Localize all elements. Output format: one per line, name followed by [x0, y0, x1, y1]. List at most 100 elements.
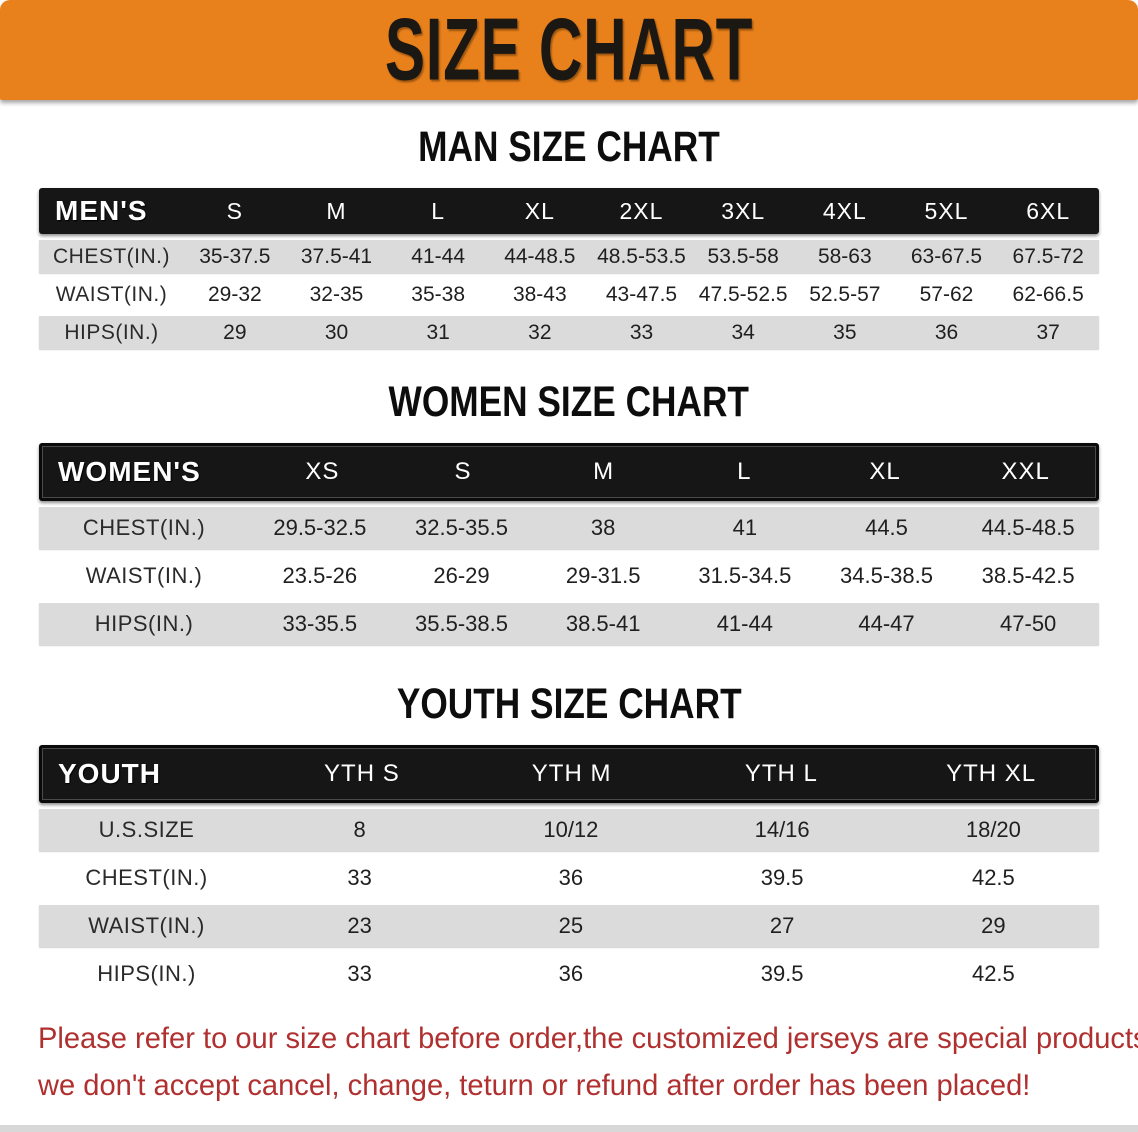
size-chart-section: YOUTH SIZE CHART YOUTH YTH S YTH M YTH L YTH … — [0, 681, 1138, 995]
size-chart-banner: SIZE CHART — [0, 0, 1138, 100]
table-cell: 35-37.5 — [199, 244, 271, 268]
column-header: XL — [869, 458, 901, 485]
table-cell: 44-47 — [858, 611, 915, 636]
column-header: L — [737, 458, 752, 485]
table-cell: 41 — [732, 515, 758, 540]
table-header-label: MEN'S — [55, 195, 148, 226]
table-cell: 52.5-57 — [809, 282, 881, 306]
section-title: YOUTH SIZE CHART — [0, 681, 1138, 727]
table-row: WAIST(IN.) 23.5-26 26-29 29-31.5 31.5-34.5 34… — [39, 555, 1099, 597]
table-cell: 29 — [981, 913, 1006, 938]
section-title-text: MAN SIZE CHART — [418, 123, 720, 171]
table-cell: 29 — [223, 320, 247, 344]
section-title: MAN SIZE CHART — [0, 124, 1138, 170]
table-cell: 63-67.5 — [910, 244, 983, 268]
table-cell: 37 — [1036, 320, 1060, 344]
column-header: YTH M — [531, 760, 612, 787]
column-header: M — [326, 197, 347, 224]
table-header-row: YOUTH YTH S YTH M YTH L YTH XL — [39, 745, 1099, 803]
image-bottom-edge — [0, 1125, 1138, 1132]
table-cell: 30 — [324, 320, 349, 344]
table-cell: 8 — [353, 817, 366, 842]
table-header-row: MEN'S S M L XL 2XL 3XL 4XL 5XL 6XL — [39, 188, 1099, 234]
table-header-label: WOMEN'S — [58, 456, 201, 487]
table-cell: 42.5 — [971, 865, 1015, 890]
disclaimer-line-1: Please refer to our size chart before or… — [38, 1022, 1138, 1055]
table-row: U.S.SIZE 8 10/12 14/16 18/20 — [39, 809, 1099, 851]
table-row: CHEST(IN.) 33 36 39.5 42.5 — [39, 857, 1099, 899]
size-table: WOMEN'S XS S M L XL XXL CHEST(IN.) 29.5-32.5 32.5… — [39, 443, 1099, 645]
table-cell: 32-35 — [309, 282, 364, 306]
table-cell: 67.5-72 — [1012, 244, 1084, 268]
table-row: WAIST(IN.) 29-32 32-35 35-38 38-43 43-47.5 47.… — [39, 278, 1099, 311]
column-header: S — [454, 458, 472, 485]
table-cell: 41-44 — [411, 244, 466, 268]
table-cell: 39.5 — [760, 865, 804, 890]
table-cell: 33 — [347, 961, 372, 986]
table-cell: 38-43 — [512, 282, 567, 306]
table-cell: 47-50 — [1000, 611, 1057, 636]
table-row: HIPS(IN.) 29 30 31 32 33 34 35 36 37 — [39, 316, 1099, 349]
table-cell: 26-29 — [433, 563, 490, 588]
row-label: WAIST(IN.) — [88, 913, 205, 938]
table-cell: 44.5-48.5 — [981, 515, 1075, 540]
row-label: CHEST(IN.) — [85, 865, 208, 890]
row-label: U.S.SIZE — [98, 817, 195, 842]
row-label: CHEST(IN.) — [53, 244, 170, 268]
section-title: WOMEN SIZE CHART — [0, 379, 1138, 425]
table-row: WAIST(IN.) 23 25 27 29 — [39, 905, 1099, 947]
table-cell: 37.5-41 — [300, 244, 373, 268]
size-table: MEN'S S M L XL 2XL 3XL 4XL 5XL 6XL CHEST(IN.) 35-37… — [39, 188, 1099, 349]
column-header: L — [431, 197, 446, 224]
table-row: CHEST(IN.) 29.5-32.5 32.5-35.5 38 41 44.5 44.5… — [39, 507, 1099, 549]
table-cell: 18/20 — [965, 817, 1021, 842]
table-row: HIPS(IN.) 33 36 39.5 42.5 — [39, 953, 1099, 995]
table-cell: 32 — [528, 320, 552, 344]
column-header: YTH L — [744, 760, 818, 787]
table-header-row: WOMEN'S XS S M L XL XXL — [39, 443, 1099, 501]
tables-container: MAN SIZE CHART MEN'S S M L XL 2XL 3XL 4XL 5XL 6XL C… — [0, 124, 1138, 995]
table-cell: 31.5-34.5 — [698, 563, 792, 588]
table-cell: 23 — [347, 913, 372, 938]
table-cell: 27 — [769, 913, 795, 938]
table-cell: 29.5-32.5 — [273, 515, 367, 540]
table-cell: 38.5-42.5 — [981, 563, 1075, 588]
column-header: XS — [305, 458, 340, 485]
table-cell: 39.5 — [760, 961, 804, 986]
table-row: CHEST(IN.) 35-37.5 37.5-41 41-44 44-48.5 48.5… — [39, 240, 1099, 273]
table-cell: 35 — [833, 320, 857, 344]
disclaimer: Please refer to our size chart before or… — [38, 1015, 1138, 1109]
section-title-text: WOMEN SIZE CHART — [388, 378, 750, 426]
table-cell: 25 — [558, 913, 584, 938]
column-header: S — [226, 197, 243, 224]
table-cell: 41-44 — [716, 611, 773, 636]
table-cell: 36 — [558, 865, 584, 890]
table-cell: 47.5-52.5 — [698, 282, 788, 306]
column-header: 4XL — [822, 197, 867, 224]
size-chart-section: MAN SIZE CHART MEN'S S M L XL 2XL 3XL 4XL 5XL 6XL C… — [0, 124, 1138, 349]
table-cell: 32.5-35.5 — [415, 515, 508, 540]
row-label: HIPS(IN.) — [94, 611, 194, 636]
table-cell: 33 — [347, 865, 372, 890]
table-cell: 34 — [731, 320, 755, 344]
column-header: YTH S — [324, 760, 400, 787]
column-header: 3XL — [721, 197, 766, 224]
table-cell: 35-38 — [411, 282, 466, 306]
table-cell: 36 — [558, 961, 584, 986]
size-table: YOUTH YTH S YTH M YTH L YTH XL U.S.SIZE 8 10/12… — [39, 745, 1099, 995]
disclaimer-line-2: we don't accept cancel, change, teturn o… — [38, 1069, 1031, 1102]
table-cell: 10/12 — [543, 817, 599, 842]
table-cell: 14/16 — [754, 817, 810, 842]
table-cell: 53.5-58 — [707, 244, 779, 268]
table-cell: 34.5-38.5 — [840, 563, 933, 588]
table-cell: 38.5-41 — [565, 611, 641, 636]
size-chart-section: WOMEN SIZE CHART WOMEN'S XS S M L XL XXL CHEST(I… — [0, 379, 1138, 645]
table-cell: 62-66.5 — [1012, 282, 1084, 306]
column-header: 6XL — [1026, 197, 1071, 224]
table-cell: 31 — [426, 320, 450, 344]
table-cell: 57-62 — [919, 282, 974, 306]
table-cell: 33 — [629, 320, 654, 344]
table-cell: 44-48.5 — [504, 244, 576, 268]
column-header: 5XL — [924, 197, 969, 224]
column-header: XL — [524, 197, 555, 224]
